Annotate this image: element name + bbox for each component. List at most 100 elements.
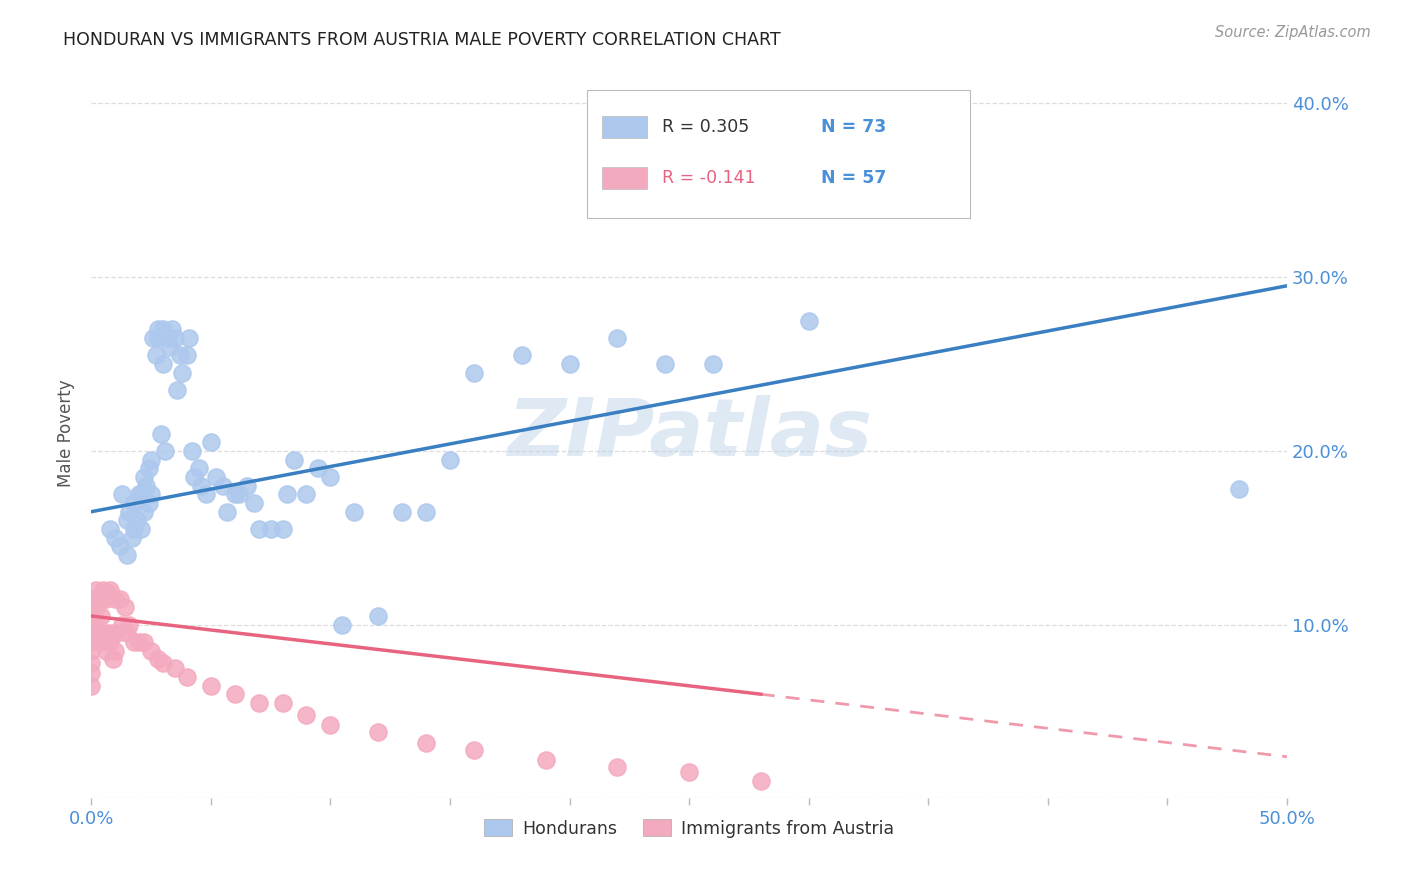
- Point: [152, 322, 174, 336]
- Point: [80, 644, 103, 658]
- Point: [170, 366, 193, 380]
- Point: [84, 582, 107, 597]
- Point: [84, 600, 107, 615]
- Y-axis label: Male Poverty: Male Poverty: [58, 380, 75, 487]
- Point: [176, 348, 198, 362]
- Point: [307, 461, 329, 475]
- Point: [87, 591, 110, 606]
- Point: [391, 505, 413, 519]
- Point: [176, 670, 198, 684]
- Point: [190, 478, 212, 492]
- Point: [183, 470, 205, 484]
- Point: [179, 331, 201, 345]
- Point: [146, 652, 169, 666]
- Point: [159, 340, 181, 354]
- Point: [80, 666, 103, 681]
- Point: [125, 513, 148, 527]
- Point: [104, 591, 127, 606]
- Point: [194, 487, 217, 501]
- Point: [797, 313, 820, 327]
- Point: [343, 505, 366, 519]
- Point: [534, 753, 557, 767]
- Point: [131, 522, 153, 536]
- Point: [107, 626, 129, 640]
- Point: [146, 331, 169, 345]
- Point: [247, 522, 270, 536]
- Point: [118, 505, 141, 519]
- Point: [224, 687, 246, 701]
- Point: [276, 487, 298, 501]
- Point: [80, 679, 103, 693]
- Point: [152, 656, 174, 670]
- Point: [101, 652, 124, 666]
- Point: [243, 496, 266, 510]
- Point: [94, 644, 117, 658]
- Point: [247, 696, 270, 710]
- Point: [166, 383, 188, 397]
- Point: [152, 357, 174, 371]
- Point: [104, 531, 127, 545]
- Point: [101, 626, 124, 640]
- Text: Source: ZipAtlas.com: Source: ZipAtlas.com: [1215, 25, 1371, 40]
- Point: [97, 626, 120, 640]
- Point: [211, 478, 233, 492]
- Point: [180, 443, 202, 458]
- Point: [139, 644, 162, 658]
- Point: [90, 635, 112, 649]
- Text: N = 73: N = 73: [821, 118, 886, 136]
- Point: [463, 743, 485, 757]
- Point: [187, 461, 209, 475]
- Point: [200, 679, 222, 693]
- Point: [200, 435, 222, 450]
- Point: [439, 452, 461, 467]
- Point: [138, 461, 160, 475]
- Point: [108, 540, 131, 554]
- Point: [80, 609, 103, 624]
- Point: [145, 348, 167, 362]
- Point: [128, 487, 150, 501]
- Text: HONDURAN VS IMMIGRANTS FROM AUSTRIA MALE POVERTY CORRELATION CHART: HONDURAN VS IMMIGRANTS FROM AUSTRIA MALE…: [63, 31, 780, 49]
- Point: [330, 617, 353, 632]
- Point: [98, 582, 121, 597]
- Point: [204, 470, 226, 484]
- Point: [558, 357, 581, 371]
- Point: [80, 591, 103, 606]
- Point: [138, 496, 160, 510]
- Point: [131, 487, 153, 501]
- Point: [84, 617, 107, 632]
- Point: [319, 718, 342, 732]
- Point: [606, 331, 628, 345]
- Text: R = 0.305: R = 0.305: [662, 118, 749, 136]
- Point: [132, 635, 155, 649]
- Point: [80, 656, 103, 670]
- Point: [121, 531, 143, 545]
- Point: [94, 591, 117, 606]
- Point: [97, 586, 120, 600]
- Point: [135, 478, 157, 492]
- Text: R = -0.141: R = -0.141: [662, 169, 755, 187]
- Point: [108, 591, 131, 606]
- Point: [259, 522, 281, 536]
- Point: [91, 626, 114, 640]
- Point: [1227, 482, 1250, 496]
- Point: [91, 582, 114, 597]
- Point: [228, 487, 250, 501]
- Point: [606, 760, 628, 774]
- Point: [80, 635, 103, 649]
- Point: [163, 661, 186, 675]
- Point: [169, 348, 191, 362]
- Point: [156, 331, 179, 345]
- Point: [132, 470, 155, 484]
- Point: [367, 725, 389, 739]
- Point: [139, 487, 162, 501]
- Point: [128, 635, 150, 649]
- Point: [155, 443, 177, 458]
- Point: [749, 774, 772, 789]
- Point: [678, 765, 700, 780]
- Point: [367, 609, 389, 624]
- Point: [80, 617, 103, 632]
- Point: [510, 348, 533, 362]
- Point: [271, 522, 294, 536]
- Point: [114, 600, 136, 615]
- Point: [295, 708, 318, 723]
